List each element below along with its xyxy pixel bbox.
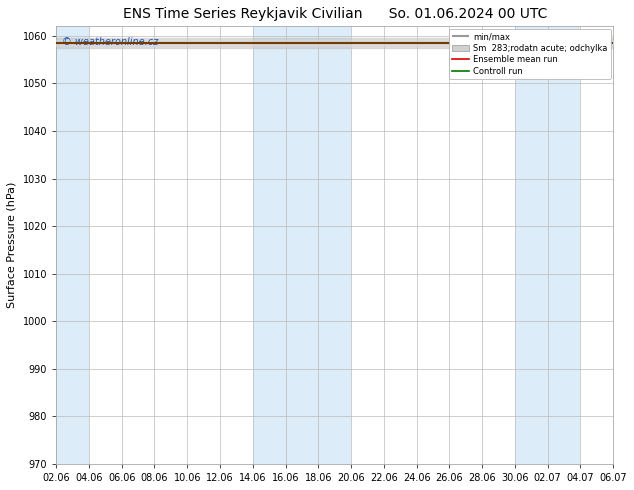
Legend: min/max, Sm  283;rodatn acute; odchylka, Ensemble mean run, Controll run: min/max, Sm 283;rodatn acute; odchylka, … [449,29,611,79]
Bar [56,26,89,464]
Y-axis label: Surface Pressure (hPa): Surface Pressure (hPa) [7,182,17,308]
Bar [285,26,318,464]
Text: © weatheronline.cz: © weatheronline.cz [61,37,158,47]
Bar [548,26,581,464]
Bar [515,26,548,464]
Title: ENS Time Series Reykjavik Civilian      So. 01.06.2024 00 UTC: ENS Time Series Reykjavik Civilian So. 0… [122,7,547,21]
Bar [318,26,351,464]
Bar [253,26,285,464]
